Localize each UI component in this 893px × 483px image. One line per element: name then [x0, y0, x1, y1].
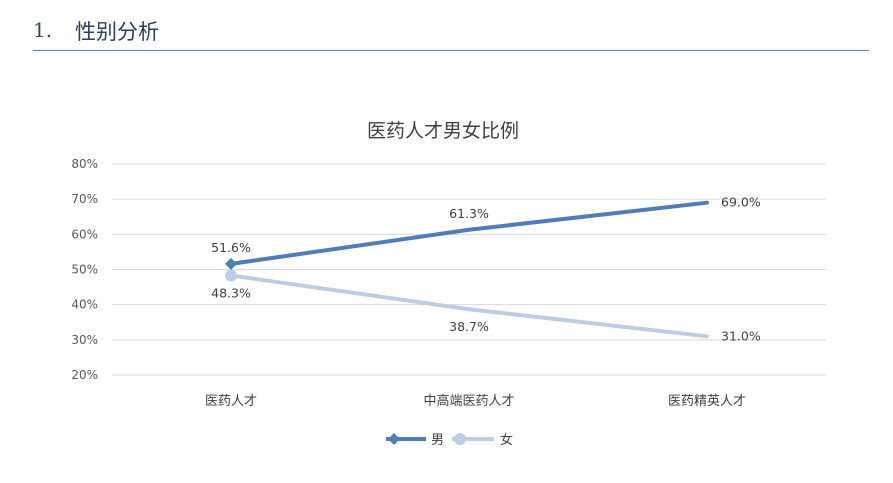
data-label-female: 38.7% [449, 319, 489, 334]
legend: 男女 [386, 432, 513, 448]
grid-lines [112, 163, 826, 376]
data-label-male: 51.6% [211, 240, 251, 255]
y-tick-label: 80% [71, 157, 98, 171]
y-tick-label: 20% [71, 368, 98, 382]
y-tick-label: 30% [71, 333, 98, 347]
series-line-female [229, 273, 709, 339]
marker-female [225, 269, 237, 282]
legend-label-male: 男 [431, 433, 444, 448]
data-label-female: 31.0% [721, 328, 761, 343]
legend-marker-male [388, 433, 400, 445]
x-axis-categories: 医药人才 中高端医药人才 医药精英人才 [205, 393, 746, 409]
marker-male [225, 257, 237, 270]
y-tick-label: 50% [71, 263, 98, 277]
y-tick-label: 70% [71, 192, 98, 206]
legend-marker-female [454, 433, 466, 445]
section-title: 性别分析 [75, 20, 159, 44]
y-tick-label: 40% [71, 298, 98, 312]
section-header: 1. 性别分析 [33, 14, 869, 51]
series-group: 51.6% 61.3% 69.0% 48.3% 38.7% 31.0% [211, 195, 761, 344]
section-number: 1. [33, 18, 53, 42]
legend-label-female: 女 [500, 432, 513, 448]
data-label-male: 69.0% [721, 195, 761, 210]
x-category-label: 医药人才 [205, 394, 257, 409]
series-line-male [229, 200, 709, 266]
x-category-label: 中高端医药人才 [423, 393, 514, 409]
y-axis-ticks: 80% 70% 60% 50% 40% 30% 20% [71, 157, 98, 382]
y-tick-label: 60% [71, 227, 98, 241]
x-category-label: 医药精英人才 [668, 394, 746, 409]
chart-title: 医药人才男女比例 [367, 120, 519, 142]
data-label-male: 61.3% [449, 206, 489, 221]
data-label-female: 48.3% [211, 285, 251, 300]
